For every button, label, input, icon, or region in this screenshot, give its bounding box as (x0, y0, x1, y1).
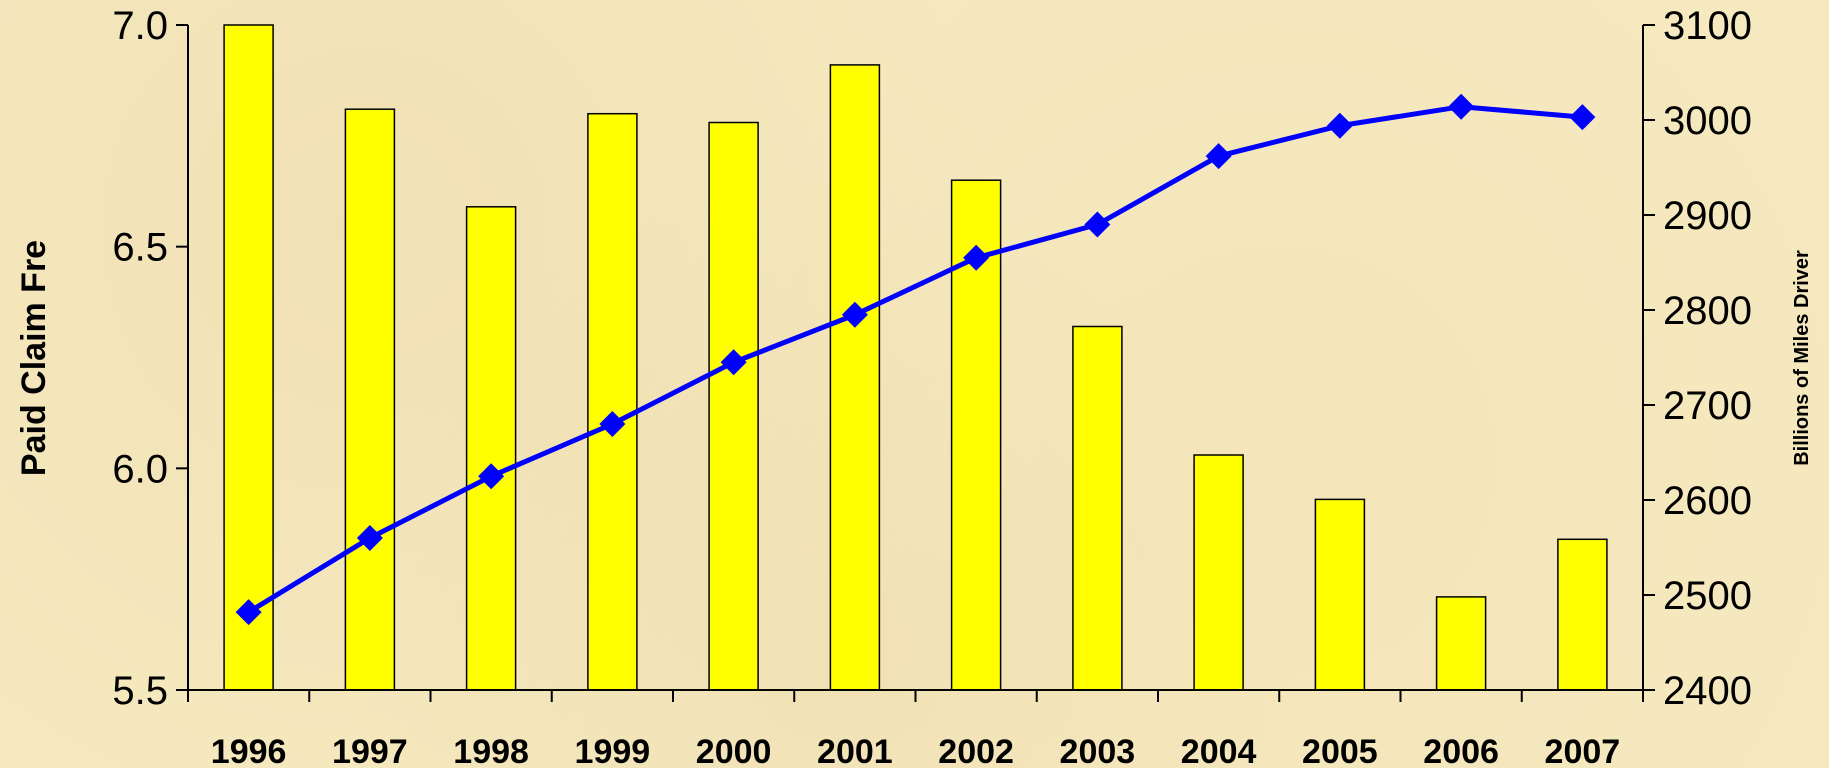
line-point-1997 (356, 525, 383, 551)
line-point-2004 (1205, 143, 1232, 170)
bar-2001 (829, 64, 881, 691)
line-point-2007 (1569, 104, 1596, 131)
line-point-2005 (1326, 112, 1353, 139)
right-tick-label: 2900 (1663, 194, 1752, 238)
line-series (235, 93, 1596, 626)
x-tick-label-1996: 1996 (211, 733, 287, 768)
line-point-2002 (963, 244, 990, 271)
series-line (247, 104, 1583, 615)
bar-2004 (1193, 454, 1244, 691)
x-tick-label-2004: 2004 (1181, 733, 1257, 768)
line-point-1998 (478, 463, 505, 490)
bar-2000 (708, 121, 759, 691)
line-point-1996 (235, 599, 262, 626)
x-tick-label-2007: 2007 (1545, 733, 1621, 768)
x-tick-label-2002: 2002 (938, 733, 1014, 768)
right-tick-label: 2500 (1663, 574, 1752, 618)
right-tick-label: 2400 (1663, 669, 1752, 713)
bar-2003 (1072, 325, 1123, 691)
right-axis-title: Billions of Miles Driver (1791, 250, 1813, 466)
bar-2005 (1314, 498, 1366, 691)
x-tick-label-2005: 2005 (1302, 733, 1378, 768)
x-axis-ticks: 1996 1997 1998 1999 2000 2001 2002 2003 2004 2005… (187, 690, 1644, 768)
line-point-2006 (1448, 93, 1475, 120)
x-tick-label-1999: 1999 (575, 733, 651, 768)
right-tick-label: 3000 (1663, 99, 1752, 143)
x-tick-label-2003: 2003 (1060, 733, 1136, 768)
right-tick-label: 2800 (1663, 289, 1752, 333)
right-axis-ticks: 2400 2500 2600 2700 2800 2900 3000 3100 (1643, 4, 1752, 713)
x-tick-label-2000: 2000 (696, 733, 772, 768)
left-tick-label: 6.0 (112, 447, 168, 491)
line-point-1999 (599, 411, 626, 437)
x-tick-label-1997: 1997 (332, 733, 408, 768)
x-tick-label-2006: 2006 (1423, 733, 1499, 768)
x-tick-label-1998: 1998 (453, 733, 529, 768)
line-point-2003 (1084, 211, 1111, 238)
right-tick-label: 2600 (1663, 479, 1752, 523)
x-tick-label-2001: 2001 (817, 733, 893, 768)
bar-series (223, 24, 1608, 691)
left-tick-label: 7.0 (112, 4, 168, 48)
right-tick-label: 3100 (1663, 4, 1752, 48)
left-tick-label: 5.5 (112, 669, 168, 713)
axes: 5.5 6.0 6.5 7.0 2400 2500 2600 2700 2800 2900 300… (112, 4, 1752, 768)
bar-1999 (587, 112, 638, 691)
line-point-2001 (841, 301, 868, 328)
line-point-2000 (720, 349, 747, 376)
bar-1997 (344, 108, 396, 691)
left-axis-title: Paid Claim Fre (15, 240, 53, 476)
bar-1998 (465, 206, 517, 691)
left-axis-ticks: 5.5 6.0 6.5 7.0 (112, 4, 188, 713)
bar-1996 (223, 24, 274, 691)
bar-2007 (1557, 538, 1608, 691)
right-tick-label: 2700 (1663, 384, 1752, 428)
left-tick-label: 6.5 (112, 226, 168, 270)
bar-2006 (1435, 596, 1487, 691)
